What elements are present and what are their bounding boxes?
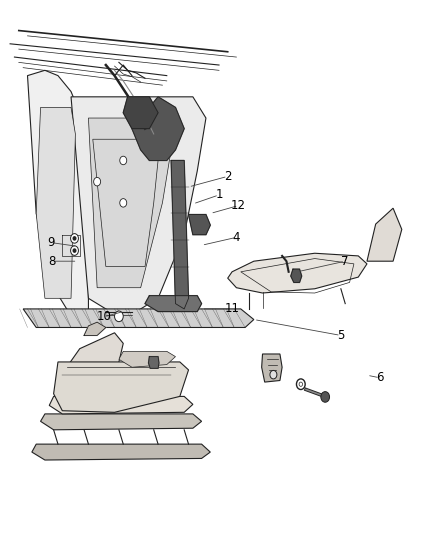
Polygon shape — [53, 362, 188, 413]
Circle shape — [71, 246, 78, 255]
Polygon shape — [132, 97, 184, 160]
Circle shape — [270, 370, 277, 379]
Polygon shape — [84, 322, 106, 335]
Text: 5: 5 — [337, 329, 345, 342]
Polygon shape — [148, 357, 159, 368]
Text: 7: 7 — [342, 255, 349, 268]
Polygon shape — [145, 296, 201, 312]
Text: 4: 4 — [233, 231, 240, 244]
Polygon shape — [28, 70, 88, 319]
Circle shape — [321, 392, 329, 402]
Polygon shape — [188, 215, 210, 235]
Polygon shape — [36, 108, 75, 298]
Circle shape — [120, 156, 127, 165]
Text: 1: 1 — [215, 189, 223, 201]
Circle shape — [73, 249, 76, 252]
Polygon shape — [23, 309, 254, 327]
Text: 2: 2 — [224, 170, 231, 183]
Circle shape — [299, 382, 303, 386]
Circle shape — [120, 199, 127, 207]
Circle shape — [297, 379, 305, 390]
Text: 8: 8 — [48, 255, 55, 268]
Text: 6: 6 — [376, 372, 384, 384]
Text: 12: 12 — [231, 199, 246, 212]
Polygon shape — [228, 253, 367, 293]
Circle shape — [115, 311, 123, 321]
Polygon shape — [71, 97, 206, 319]
Text: 11: 11 — [225, 302, 240, 316]
Polygon shape — [291, 269, 302, 282]
Polygon shape — [41, 414, 201, 430]
Polygon shape — [119, 351, 176, 367]
Circle shape — [94, 177, 101, 186]
Polygon shape — [49, 397, 193, 414]
Polygon shape — [88, 118, 171, 288]
Polygon shape — [67, 333, 123, 381]
Text: 9: 9 — [48, 236, 55, 249]
Polygon shape — [32, 444, 210, 460]
Circle shape — [73, 237, 76, 240]
Polygon shape — [171, 160, 188, 309]
Polygon shape — [367, 208, 402, 261]
Text: 10: 10 — [96, 310, 111, 324]
Circle shape — [71, 233, 78, 243]
Polygon shape — [261, 354, 282, 382]
Polygon shape — [123, 97, 158, 128]
